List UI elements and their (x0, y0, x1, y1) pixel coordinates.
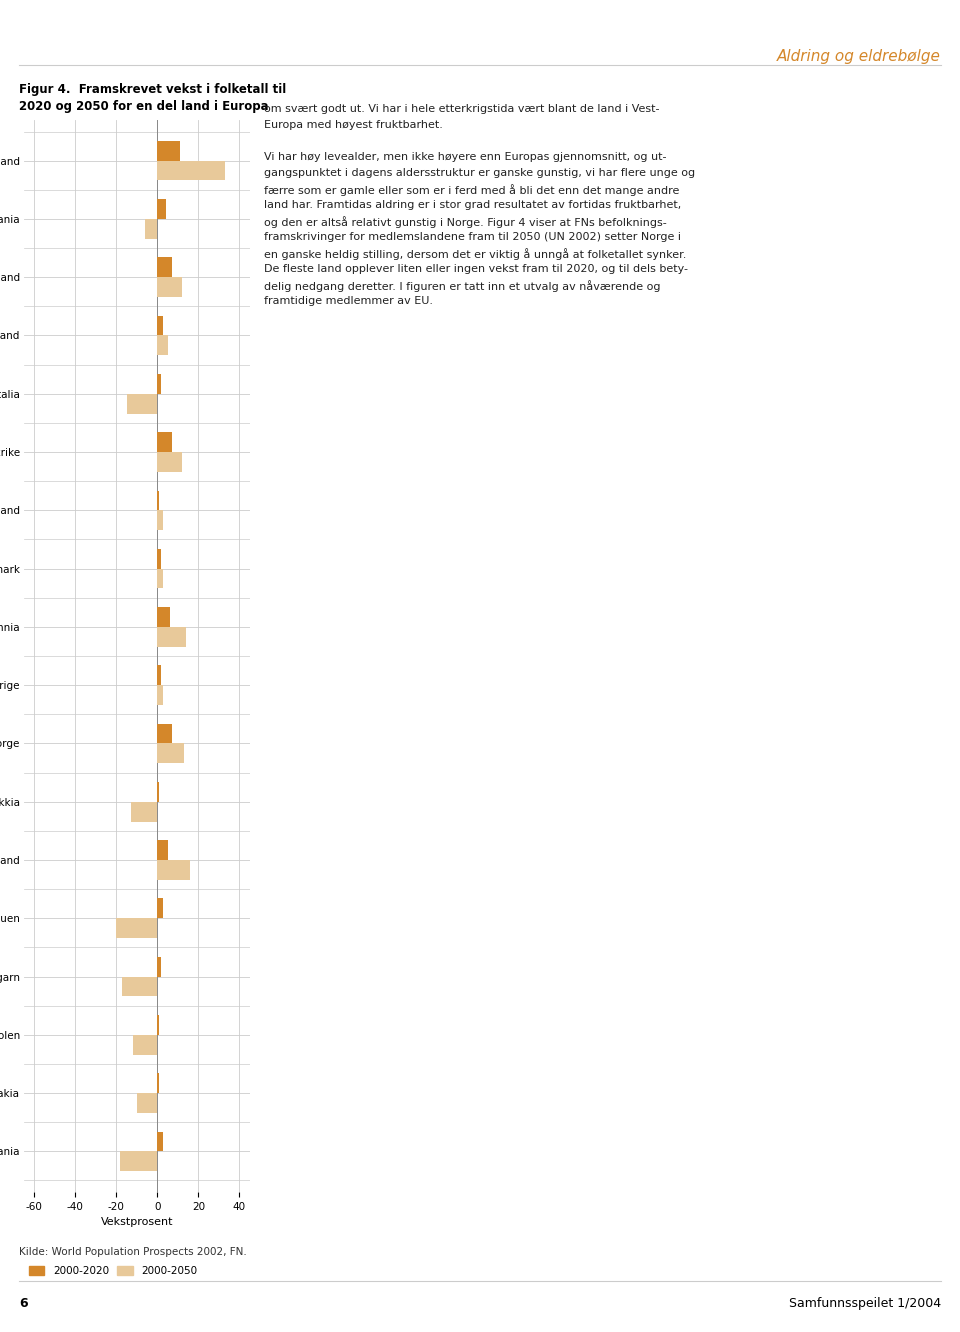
Bar (157, 490, 159, 510)
Bar (157, 316, 163, 336)
Bar (157, 510, 163, 530)
Bar (157, 1074, 159, 1094)
Text: en ganske heldig stilling, dersom det er viktig å unngå at folketallet synker.: en ganske heldig stilling, dersom det er… (264, 248, 686, 260)
Bar (157, 161, 225, 180)
Bar (157, 685, 163, 705)
Bar (157, 743, 184, 763)
Bar (157, 374, 161, 394)
Bar (157, 607, 170, 627)
Bar (132, 1035, 157, 1055)
Bar (157, 1015, 159, 1035)
Text: om svært godt ut. Vi har i hele etterkrigstida vært blant de land i Vest-: om svært godt ut. Vi har i hele etterkri… (264, 104, 660, 115)
Text: færre som er gamle eller som er i ferd med å bli det enn det mange andre: færre som er gamle eller som er i ferd m… (264, 184, 680, 196)
Text: delig nedgang deretter. I figuren er tatt inn et utvalg av nåværende og: delig nedgang deretter. I figuren er tat… (264, 280, 660, 292)
Text: Europa med høyest fruktbarhet.: Europa med høyest fruktbarhet. (264, 120, 443, 131)
Bar (157, 840, 168, 860)
Bar (157, 627, 186, 646)
Text: framtidige medlemmer av EU.: framtidige medlemmer av EU. (264, 296, 433, 306)
Bar (157, 336, 168, 356)
Legend: 2000-2020, 2000-2050: 2000-2020, 2000-2050 (25, 1261, 202, 1280)
Text: Samfunnsspeilet 1/2004: Samfunnsspeilet 1/2004 (789, 1297, 941, 1311)
Text: Kilde: World Population Prospects 2002, FN.: Kilde: World Population Prospects 2002, … (19, 1247, 247, 1257)
Bar (157, 898, 163, 918)
Bar (157, 257, 172, 277)
Bar (157, 432, 172, 452)
Bar (157, 723, 172, 743)
Bar (157, 860, 190, 879)
Text: og den er altså relativt gunstig i Norge. Figur 4 viser at FNs befolknings-: og den er altså relativt gunstig i Norge… (264, 216, 667, 228)
Bar (157, 452, 182, 472)
Text: framskrivinger for medlemslandene fram til 2050 (UN 2002) setter Norge i: framskrivinger for medlemslandene fram t… (264, 232, 681, 242)
Bar (157, 569, 163, 589)
Bar (157, 782, 159, 802)
Bar (137, 1094, 157, 1114)
X-axis label: Vekstprosent: Vekstprosent (101, 1217, 173, 1227)
Bar (157, 198, 165, 218)
Bar (145, 218, 157, 238)
Bar (157, 141, 180, 161)
Bar (157, 665, 161, 685)
Text: Figur 4.  Framskrevet vekst i folketall til: Figur 4. Framskrevet vekst i folketall t… (19, 83, 286, 96)
Text: land har. Framtidas aldring er i stor grad resultatet av fortidas fruktbarhet,: land har. Framtidas aldring er i stor gr… (264, 200, 682, 210)
Bar (123, 976, 157, 996)
Text: 2020 og 2050 for en del land i Europa: 2020 og 2050 for en del land i Europa (19, 100, 269, 113)
Bar (157, 1132, 163, 1151)
Bar (157, 549, 161, 569)
Bar (157, 277, 182, 297)
Bar (120, 1151, 157, 1171)
Text: De fleste land opplever liten eller ingen vekst fram til 2020, og til dels bety-: De fleste land opplever liten eller inge… (264, 264, 688, 274)
Bar (127, 394, 157, 413)
Bar (131, 802, 157, 822)
Text: Aldring og eldrebølge: Aldring og eldrebølge (777, 49, 941, 64)
Text: gangspunktet i dagens aldersstruktur er ganske gunstig, vi har flere unge og: gangspunktet i dagens aldersstruktur er … (264, 168, 695, 178)
Bar (116, 918, 157, 938)
Text: 6: 6 (19, 1297, 28, 1311)
Text: Vi har høy levealder, men ikke høyere enn Europas gjennomsnitt, og ut-: Vi har høy levealder, men ikke høyere en… (264, 152, 666, 163)
Bar (157, 956, 161, 976)
